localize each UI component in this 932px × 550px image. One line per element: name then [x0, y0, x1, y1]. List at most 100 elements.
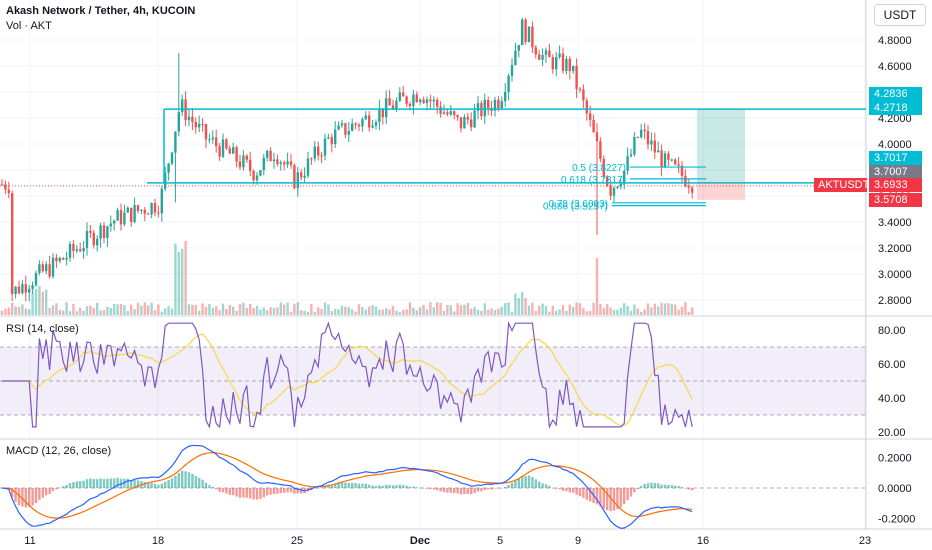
candle-body [602, 158, 605, 177]
macd-histogram-bar [150, 482, 153, 488]
macd-histogram-bar [347, 482, 350, 488]
macd-histogram-bar [623, 488, 626, 505]
volume-bar [391, 305, 395, 315]
candle-body [361, 119, 364, 127]
macd-histogram-bar [476, 488, 480, 492]
volume-bar [218, 310, 221, 315]
volume-bar [517, 298, 520, 315]
macd-histogram-bar [432, 488, 435, 490]
macd-histogram-bar [589, 488, 592, 502]
volume-bar [92, 307, 95, 315]
volume-bar [82, 310, 85, 315]
macd-histogram-bar [391, 485, 395, 488]
volume-bar [623, 303, 626, 315]
macd-histogram-bar [514, 480, 517, 488]
fib-label: 0.78 (3.6093) [549, 199, 609, 210]
candle-body [245, 155, 248, 160]
volume-bar [459, 305, 463, 315]
volume-bar [436, 302, 439, 315]
candle-body [398, 92, 401, 101]
macd-histogram-bar [92, 479, 95, 488]
macd-histogram-bar [41, 488, 44, 498]
macd-histogram-bar [558, 488, 561, 490]
macd-histogram-bar [337, 482, 340, 488]
macd-histogram-bar [269, 488, 272, 495]
candle-body [456, 115, 459, 118]
macd-histogram-bar [255, 488, 259, 500]
candle-body [541, 54, 544, 60]
macd-signal-line [1, 452, 693, 519]
volume-label: Vol · AKT [6, 20, 52, 32]
macd-histogram-bar [408, 486, 412, 488]
volume-bar [558, 309, 561, 315]
volume-bar [45, 289, 48, 315]
candle-body [211, 137, 214, 140]
candle-body [405, 96, 408, 104]
candle-body [0, 184, 4, 186]
volume-bar [633, 304, 636, 315]
candle-body [252, 170, 255, 181]
macd-histogram-bar [364, 483, 367, 488]
volume-bar [442, 310, 446, 315]
macd-histogram-bar [459, 488, 463, 495]
volume-bar [538, 305, 541, 315]
macd-histogram-bar [555, 488, 558, 489]
currency-button[interactable]: USDT [874, 4, 926, 26]
time-tick-label: 5 [497, 535, 503, 547]
volume-bar [150, 302, 153, 315]
volume-bar [497, 308, 500, 315]
macd-histogram-bar [395, 485, 398, 488]
macd-histogram-bar [160, 483, 163, 488]
fib-label: 0.618 (3.7317) [561, 175, 626, 186]
macd-histogram-bar [572, 488, 575, 493]
volume-bar [109, 307, 112, 315]
volume-bar [541, 303, 544, 315]
candle-body [476, 103, 480, 111]
volume-bar [687, 311, 690, 315]
volume-bar [187, 304, 191, 315]
candle-body [24, 284, 27, 293]
candle-body [133, 205, 136, 223]
candle-body [687, 186, 690, 188]
candle-body [286, 161, 289, 165]
price-tick-label: 3.2000 [878, 243, 912, 255]
candle-body [538, 54, 541, 60]
macd-histogram-bar [116, 477, 119, 488]
volume-bar [670, 303, 673, 315]
volume-bar [395, 310, 398, 315]
volume-bar [28, 309, 31, 315]
candle-body [208, 139, 211, 141]
macd-histogram-bar [327, 484, 330, 488]
macd-histogram-bar [109, 478, 112, 488]
candle-body [385, 98, 388, 118]
macd-histogram-bar [351, 482, 354, 488]
time-tick-label: Dec [410, 535, 430, 547]
volume-bar [194, 305, 197, 315]
macd-histogram-bar [130, 479, 133, 488]
candle-body [300, 172, 303, 178]
macd-histogram-bar [643, 483, 646, 488]
macd-histogram-bar [96, 479, 99, 488]
macd-histogram-bar [201, 479, 204, 488]
rsi-tick-label: 20.00 [878, 427, 906, 439]
candle-body [585, 100, 588, 114]
macd-histogram-bar [388, 484, 391, 488]
volume-bar [17, 306, 21, 315]
volume-bar [170, 308, 174, 315]
tag-top-level: 4.2836 [869, 87, 922, 101]
candle-body [371, 125, 374, 128]
macd-histogram-bar [510, 482, 514, 488]
tag-fib-high: 3.7017 [869, 151, 922, 165]
macd-histogram-bar [330, 484, 333, 488]
volume-bar [640, 311, 643, 315]
volume-bar [198, 310, 201, 315]
macd-histogram-bar [578, 488, 582, 497]
candle-body [364, 115, 367, 120]
candle-body [425, 99, 429, 103]
volume-bar [4, 308, 7, 315]
macd-tick-label: 0.2000 [878, 453, 912, 465]
candle-body [619, 183, 622, 187]
candle-body [218, 146, 221, 157]
candle-body [143, 209, 146, 214]
